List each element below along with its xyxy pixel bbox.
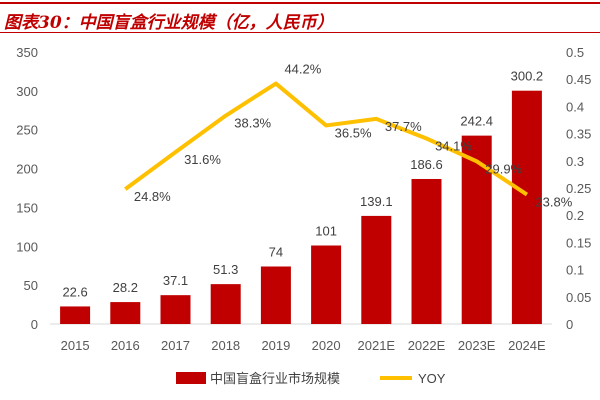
legend-bar-swatch — [176, 372, 206, 384]
bar — [210, 284, 241, 324]
right-axis-tick: 0.3 — [566, 154, 584, 169]
right-axis-tick: 0.25 — [566, 181, 591, 196]
left-axis-tick: 350 — [16, 45, 38, 60]
x-axis-tick: 2016 — [111, 338, 140, 353]
bar-data-label: 186.6 — [410, 157, 443, 172]
yoy-data-label: 24.8% — [134, 189, 171, 204]
yoy-data-label: 34.1% — [435, 138, 472, 153]
left-axis-tick: 100 — [16, 239, 38, 254]
right-axis-tick: 0.2 — [566, 208, 584, 223]
x-axis-tick: 2022E — [408, 338, 446, 353]
legend-bar-label: 中国盲盒行业市场规模 — [210, 371, 340, 386]
x-axis-tick: 2017 — [161, 338, 190, 353]
x-axis-tick: 2019 — [261, 338, 290, 353]
bar — [311, 245, 342, 324]
right-axis-tick: 0.1 — [566, 263, 584, 278]
x-axis-tick: 2020 — [312, 338, 341, 353]
bar-data-label: 242.4 — [460, 114, 493, 129]
right-axis-tick: 0.05 — [566, 290, 591, 305]
right-axis-tick: 0.15 — [566, 235, 591, 250]
bar-data-label: 28.2 — [113, 280, 138, 295]
left-axis-tick: 250 — [16, 123, 38, 138]
left-axis-tick: 300 — [16, 84, 38, 99]
x-axis-tick: 2015 — [61, 338, 90, 353]
right-axis-tick: 0.35 — [566, 127, 591, 142]
right-axis-tick: 0.5 — [566, 45, 584, 60]
right-axis-tick: 0.45 — [566, 72, 591, 87]
yoy-data-label: 31.6% — [184, 152, 221, 167]
x-axis-tick: 2024E — [508, 338, 546, 353]
x-axis-tick: 2021E — [358, 338, 396, 353]
x-axis-tick: 2023E — [458, 338, 496, 353]
bar-data-label: 37.1 — [163, 273, 188, 288]
bar — [361, 215, 392, 324]
x-axis-tick: 2018 — [211, 338, 240, 353]
title-rule — [0, 32, 600, 33]
bar — [260, 266, 291, 324]
bar — [511, 90, 542, 324]
bar-data-label: 74 — [269, 244, 283, 259]
yoy-data-label: 44.2% — [284, 62, 321, 77]
yoy-data-label: 37.7% — [385, 119, 422, 134]
bar-data-label: 300.2 — [511, 69, 544, 84]
bar-data-label: 139.1 — [360, 194, 393, 209]
left-axis-tick: 150 — [16, 200, 38, 215]
bar — [60, 306, 91, 324]
left-axis-tick: 0 — [31, 317, 38, 332]
left-axis-tick: 50 — [24, 278, 38, 293]
bar-data-label: 51.3 — [213, 262, 238, 277]
legend-line-label: YOY — [418, 371, 446, 386]
left-axis-tick: 200 — [16, 162, 38, 177]
yoy-data-label: 38.3% — [234, 116, 271, 131]
yoy-data-label: 36.5% — [335, 125, 372, 140]
right-axis-tick: 0 — [566, 317, 573, 332]
bar — [110, 302, 141, 324]
right-axis-tick: 0.4 — [566, 99, 584, 114]
bar — [411, 178, 442, 324]
bar-data-label: 101 — [315, 224, 337, 239]
yoy-data-label: 23.8% — [535, 195, 572, 210]
yoy-data-label: 29.9% — [485, 161, 522, 176]
top-rule — [0, 2, 600, 4]
chart-title: 图表30：中国盲盒行业规模（亿，人民币） — [4, 13, 334, 33]
bar — [160, 295, 191, 324]
bar-data-label: 22.6 — [62, 284, 87, 299]
